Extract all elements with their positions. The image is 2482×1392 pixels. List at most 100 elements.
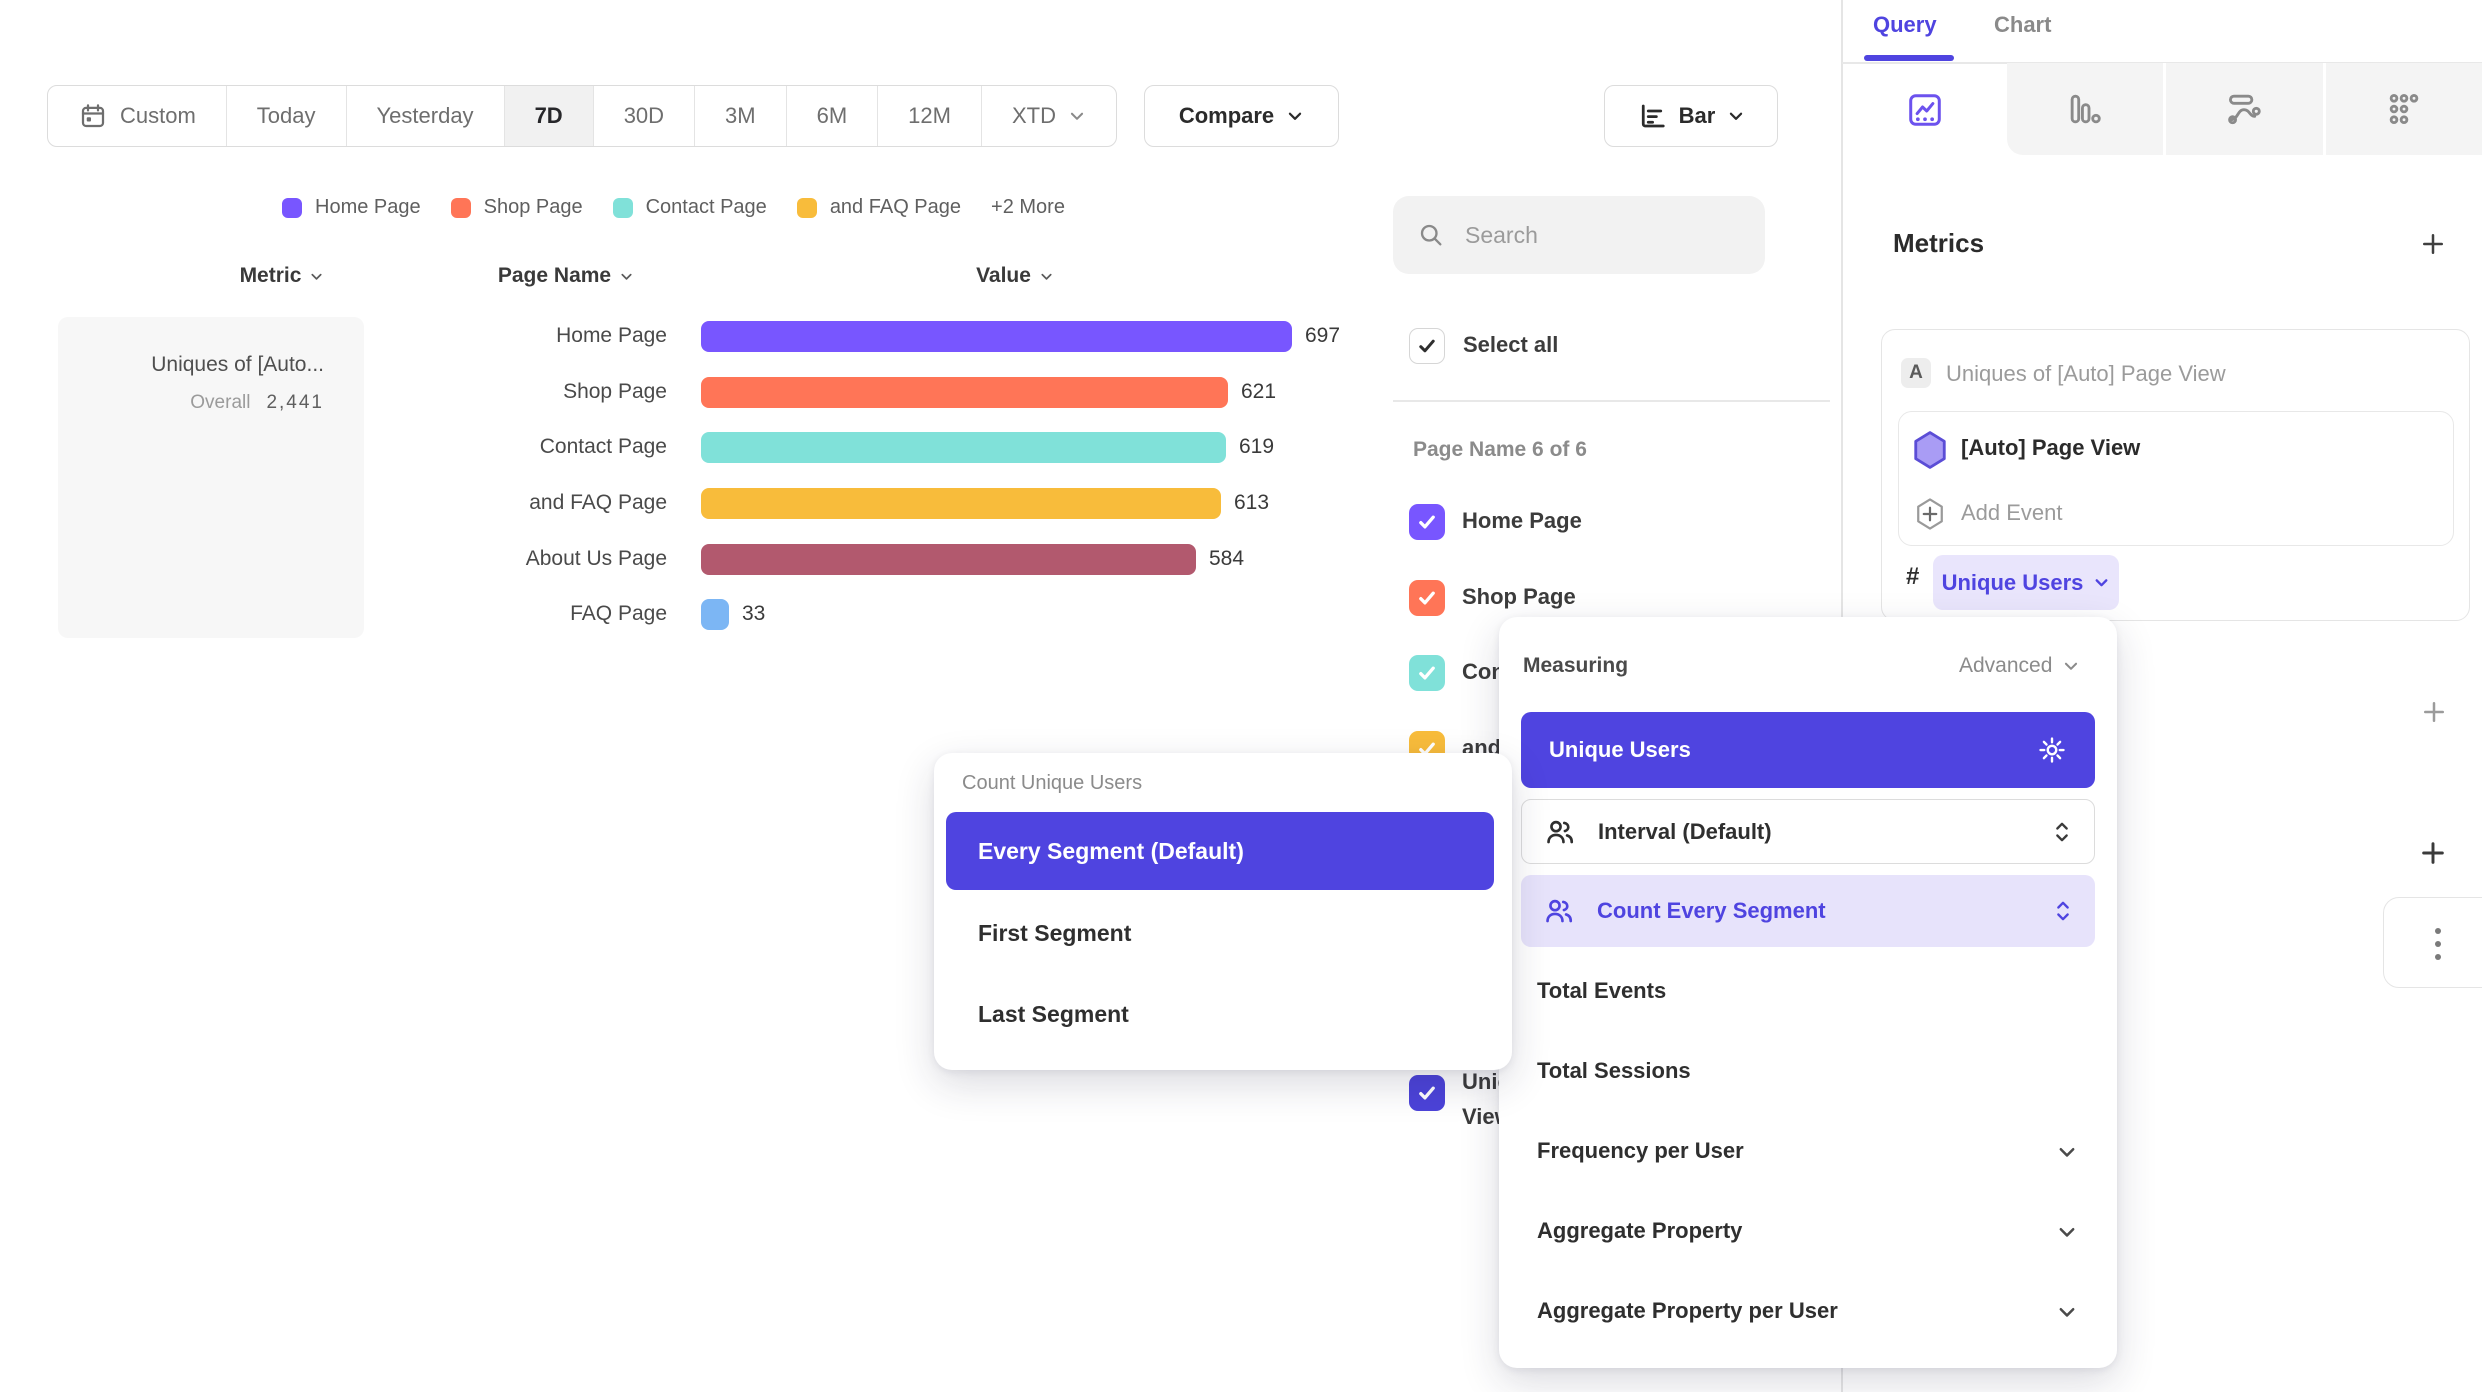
measuring-option-frequency-per-user[interactable]: Frequency per User — [1537, 1138, 1744, 1163]
date-range-3m[interactable]: 3M — [694, 86, 786, 146]
segment-option-last-segment[interactable]: Last Segment — [978, 1001, 1129, 1027]
interval-stepper[interactable]: Interval (Default) — [1521, 799, 2095, 864]
select-all-checkbox[interactable] — [1409, 328, 1445, 364]
advanced-dropdown[interactable]: Advanced — [1959, 654, 2080, 678]
date-range-6m[interactable]: 6M — [785, 86, 878, 146]
filter-item-label[interactable]: Home Page — [1462, 508, 1582, 533]
metrics-heading: Metrics — [1893, 228, 1985, 258]
legend-swatch — [282, 197, 302, 218]
measuring-option-total-sessions[interactable]: Total Sessions — [1537, 1058, 1691, 1083]
search-placeholder: Search — [1465, 221, 1538, 248]
legend-item[interactable]: Home Page — [282, 196, 421, 219]
row-label: Shop Page — [563, 380, 667, 403]
bar[interactable] — [701, 431, 1226, 463]
measuring-option-total-events[interactable]: Total Events — [1537, 978, 1667, 1003]
filter-checkbox[interactable] — [1409, 504, 1445, 540]
count-every-segment-stepper[interactable]: Count Every Segment — [1521, 875, 2095, 947]
kebab-menu-icon[interactable] — [2432, 925, 2444, 965]
date-range-today[interactable]: Today — [225, 86, 346, 146]
compare-button[interactable]: Compare — [1144, 85, 1339, 147]
bar[interactable] — [701, 376, 1228, 408]
column-header-page-name[interactable]: Page Name — [446, 264, 686, 288]
tab-insights-chart[interactable] — [1905, 90, 1945, 130]
date-range-yesterday[interactable]: Yesterday — [345, 86, 504, 146]
metric-overall: Overall 2,441 — [190, 392, 324, 413]
chevron-down-icon — [2093, 574, 2110, 591]
tab-flows-chart[interactable] — [2163, 63, 2322, 155]
filter-checkbox[interactable] — [1409, 1075, 1445, 1111]
breakdown-card — [2383, 897, 2482, 988]
date-range-7d[interactable]: 7D — [503, 86, 593, 146]
measuring-option-aggregate-property-per-user[interactable]: Aggregate Property per User — [1537, 1298, 1838, 1323]
metric-cell[interactable]: Uniques of [Auto... Overall 2,441 — [58, 317, 364, 638]
row-label: and FAQ Page — [529, 491, 667, 514]
bar-row: 584 — [701, 543, 1244, 575]
date-range-30d[interactable]: 30D — [592, 86, 694, 146]
tab-bar-chart[interactable] — [2007, 63, 2163, 155]
plus-icon — [2417, 837, 2449, 869]
filter-checkbox[interactable] — [1409, 655, 1445, 691]
bar-row: 621 — [701, 376, 1276, 408]
tab-chart[interactable]: Chart — [1994, 12, 2052, 37]
metric-card: A Uniques of [Auto] Page View [Auto] Pag… — [1881, 329, 2470, 621]
aggregation-dropdown[interactable]: Unique Users — [1933, 555, 2119, 610]
legend-item[interactable]: Shop Page — [450, 196, 583, 219]
measuring-selected-option[interactable]: Unique Users — [1521, 712, 2095, 788]
add-filter-button[interactable] — [2419, 697, 2449, 727]
measuring-popup: Measuring Advanced Unique Users Interval… — [1499, 617, 2117, 1368]
bar[interactable] — [701, 543, 1196, 575]
bar-value: 613 — [1234, 491, 1270, 514]
add-event-label[interactable]: Add Event — [1961, 500, 2063, 525]
chart-type-dropdown[interactable]: Bar — [1604, 85, 1778, 147]
date-range-toolbar: Custom Today Yesterday 7D 30D 3M 6M 12M … — [47, 85, 1117, 147]
bar[interactable] — [701, 598, 729, 630]
flow-icon — [2224, 89, 2264, 129]
column-header-value[interactable]: Value — [915, 264, 1115, 288]
gear-icon[interactable] — [2037, 735, 2067, 765]
tab-retention-chart[interactable] — [2322, 63, 2482, 155]
bar-row: 619 — [701, 431, 1274, 463]
divider — [1393, 400, 1830, 402]
chevron-down-icon[interactable] — [2056, 1141, 2078, 1163]
add-metric-button[interactable] — [2418, 229, 2448, 259]
filter-checkbox[interactable] — [1409, 580, 1445, 616]
segment-option-every-segment[interactable]: Every Segment (Default) — [946, 812, 1494, 890]
segment-popup-title: Count Unique Users — [962, 772, 1143, 794]
chevron-down-icon — [309, 269, 324, 284]
stepper-icon — [2053, 897, 2073, 925]
bar-chart-icon — [2065, 89, 2105, 129]
line-chart-icon — [1905, 90, 1945, 130]
chart-legend: Home Page Shop Page Contact Page and FAQ… — [282, 196, 1065, 219]
legend-swatch — [612, 197, 633, 218]
date-range-12m[interactable]: 12M — [877, 86, 981, 146]
legend-more[interactable]: +2 More — [991, 196, 1065, 218]
segment-option-first-segment[interactable]: First Segment — [978, 920, 1132, 946]
chevron-down-icon — [619, 269, 634, 284]
legend-item[interactable]: Contact Page — [612, 196, 767, 219]
chart-type-tab-strip — [2007, 63, 2482, 155]
date-range-xtd[interactable]: XTD — [980, 86, 1116, 146]
bar[interactable] — [701, 320, 1292, 352]
search-input[interactable]: Search — [1393, 196, 1765, 274]
bar-value: 33 — [742, 602, 766, 625]
date-range-custom[interactable]: Custom — [48, 86, 226, 146]
row-label: FAQ Page — [570, 602, 667, 625]
bar[interactable] — [701, 487, 1221, 519]
tab-query[interactable]: Query — [1873, 12, 1937, 37]
event-card: [Auto] Page View Add Event — [1898, 411, 2454, 546]
row-label: About Us Page — [525, 547, 667, 570]
bar-value: 697 — [1305, 324, 1341, 347]
tab-bar-border — [1842, 62, 2482, 64]
filter-item-label[interactable]: Shop Page — [1462, 584, 1576, 609]
stepper-icon — [2052, 818, 2072, 846]
measuring-option-aggregate-property[interactable]: Aggregate Property — [1537, 1218, 1743, 1243]
chevron-down-icon — [1039, 269, 1054, 284]
event-hexagon-icon — [1911, 429, 1949, 471]
chevron-down-icon[interactable] — [2056, 1221, 2078, 1243]
column-header-metric[interactable]: Metric — [182, 264, 382, 288]
date-range-label: Custom — [120, 103, 196, 128]
add-breakdown-button[interactable] — [2417, 837, 2449, 869]
legend-item[interactable]: and FAQ Page — [796, 196, 961, 219]
event-name[interactable]: [Auto] Page View — [1961, 435, 2141, 460]
chevron-down-icon[interactable] — [2056, 1301, 2078, 1323]
